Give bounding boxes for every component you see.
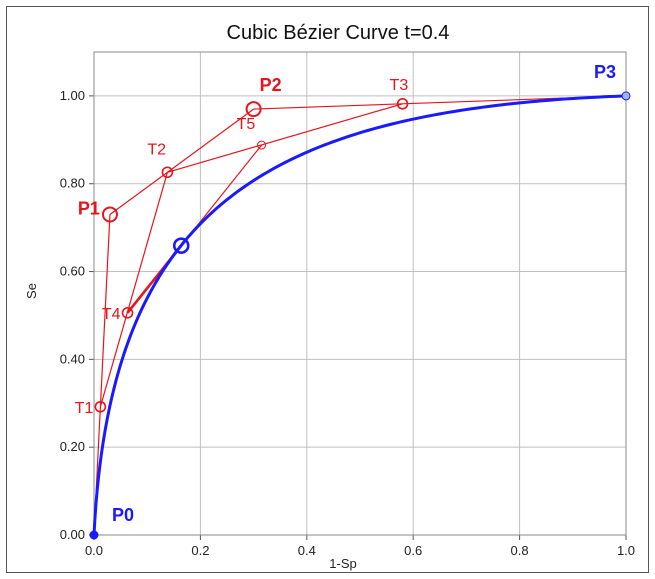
t2-marker	[161, 166, 174, 179]
chart-title: Cubic Bézier Curve t=0.4	[227, 22, 450, 44]
p1-label: P1	[78, 198, 100, 218]
t4-marker	[121, 307, 134, 319]
t5-label: T5	[237, 116, 256, 133]
point-labels: P0 P1 P2 P3 T1 T2 T3 T4 T5	[75, 62, 616, 525]
bezier-chart: 0.0 0.2 0.4 0.6 0.8 1.0 0.00 0.20 0.40 0.60 0.80 1.…	[24, 22, 635, 571]
y-tick-label: 1.00	[60, 88, 85, 103]
curve-layer	[92, 94, 627, 536]
x-tick-label: 0.6	[404, 543, 422, 558]
y-tick-label: 0.20	[60, 439, 85, 454]
x-tick-label: 0.2	[191, 543, 209, 558]
p3-marker	[621, 91, 631, 101]
plot-border	[93, 51, 627, 536]
grid-lines	[93, 52, 627, 536]
t1-label: T1	[75, 400, 94, 417]
construction-segment-t1-t2	[99, 172, 168, 407]
x-tick-label: 0.8	[511, 543, 529, 558]
p2-label: P2	[260, 75, 282, 95]
axes: 0.0 0.2 0.4 0.6 0.8 1.0 0.00 0.20 0.40 0.60 0.80 1.…	[60, 51, 635, 558]
y-tick-label: 0.80	[60, 176, 85, 191]
x-axis-label: 1-Sp	[329, 556, 356, 571]
p0-marker	[89, 530, 99, 540]
y-tick-label: 0.60	[60, 264, 85, 279]
y-tick-label: 0.40	[60, 351, 85, 366]
x-tick-label: 1.0	[617, 543, 635, 558]
t2-label: T2	[147, 141, 166, 158]
construction-segment-t2-t3	[167, 103, 403, 173]
t3-label: T3	[390, 77, 409, 94]
construction-lines	[93, 95, 627, 536]
y-tick-label: 0.00	[60, 527, 85, 542]
t3-marker	[396, 98, 409, 110]
p1-marker	[101, 206, 118, 223]
y-axis-label: Se	[24, 283, 39, 299]
t5-marker	[257, 140, 267, 150]
t4-label: T4	[102, 306, 121, 323]
curve-point-marker	[172, 237, 190, 254]
x-tick-label: 0.4	[298, 543, 316, 558]
control-segment-p1-p2	[109, 108, 254, 215]
bezier-curve-line	[92, 94, 627, 536]
x-tick-label: 0.0	[85, 543, 103, 558]
t1-marker	[94, 400, 107, 413]
p3-label: P3	[594, 62, 616, 82]
point-markers	[89, 91, 631, 540]
chart-frame: 0.0 0.2 0.4 0.6 0.8 1.0 0.00 0.20 0.40 0.60 0.80 1.…	[6, 6, 649, 573]
p2-marker	[245, 101, 262, 118]
p0-label: P0	[112, 505, 134, 525]
